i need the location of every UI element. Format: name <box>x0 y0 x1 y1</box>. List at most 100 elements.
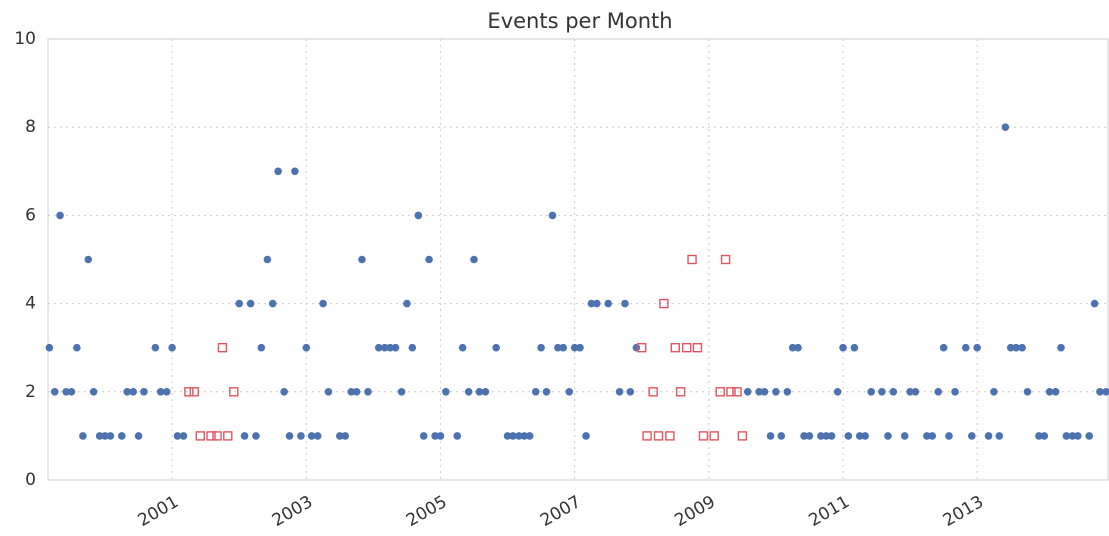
point <box>923 432 931 440</box>
point <box>1068 432 1077 440</box>
point <box>151 343 160 352</box>
point <box>939 343 948 352</box>
point <box>1074 432 1082 440</box>
point <box>84 255 93 264</box>
point <box>755 388 763 396</box>
point <box>156 388 165 396</box>
point <box>777 432 786 440</box>
point <box>520 432 529 440</box>
x-tick-label: 2001 <box>135 492 182 531</box>
point <box>833 388 842 396</box>
point <box>615 388 624 396</box>
point <box>582 432 590 440</box>
plot-frame <box>47 38 1109 481</box>
point <box>822 432 831 440</box>
point <box>173 432 182 440</box>
point <box>285 432 294 440</box>
point <box>117 432 126 440</box>
point <box>391 343 400 352</box>
point <box>223 431 233 441</box>
point <box>1085 432 1094 440</box>
point <box>425 255 433 264</box>
point <box>246 299 255 308</box>
point <box>358 255 366 264</box>
point <box>302 343 311 352</box>
point <box>659 298 669 309</box>
point <box>386 343 394 352</box>
point <box>503 432 512 440</box>
point <box>380 343 389 352</box>
point <box>855 432 864 440</box>
point <box>431 432 439 440</box>
point <box>968 432 976 440</box>
point <box>772 388 780 396</box>
point <box>347 388 356 396</box>
point <box>212 431 222 441</box>
point <box>162 388 171 396</box>
point <box>760 388 769 396</box>
point <box>414 211 423 220</box>
y-tick-label: 2 <box>25 382 36 402</box>
point <box>542 388 551 396</box>
point <box>257 343 266 352</box>
point <box>481 388 490 396</box>
y-tick-label: 6 <box>25 205 36 225</box>
point <box>783 388 792 396</box>
point <box>675 387 686 397</box>
point <box>408 343 417 352</box>
point <box>56 211 64 220</box>
point <box>990 388 998 396</box>
point <box>106 432 115 440</box>
point <box>726 387 736 397</box>
point <box>195 431 205 441</box>
point <box>766 432 775 440</box>
point <box>554 343 562 352</box>
point <box>189 387 199 397</box>
point <box>844 432 853 440</box>
point <box>642 431 652 441</box>
point <box>297 432 305 440</box>
point <box>397 388 406 396</box>
point <box>89 388 98 396</box>
point <box>653 431 664 441</box>
point <box>229 387 239 397</box>
point <box>1006 343 1015 352</box>
point <box>709 431 719 441</box>
point <box>1040 432 1049 440</box>
point <box>737 431 748 441</box>
point <box>134 432 143 440</box>
point <box>867 388 875 396</box>
point <box>525 432 534 440</box>
point <box>648 387 658 397</box>
point <box>1051 388 1060 396</box>
point <box>720 254 731 265</box>
point <box>884 432 892 440</box>
point <box>850 343 859 352</box>
point <box>73 343 81 352</box>
point <box>179 432 188 440</box>
point <box>945 432 953 440</box>
point <box>140 388 148 396</box>
point <box>995 432 1004 440</box>
point <box>537 343 545 352</box>
point <box>403 299 411 308</box>
point <box>280 388 288 396</box>
point <box>1096 388 1104 396</box>
point <box>1062 432 1071 440</box>
y-tick-label: 8 <box>25 117 36 137</box>
point <box>1045 388 1054 396</box>
point <box>374 343 383 352</box>
x-tick-label: 2003 <box>269 492 316 531</box>
point <box>827 432 836 440</box>
point <box>632 343 641 352</box>
point <box>206 431 216 441</box>
point <box>743 388 752 396</box>
point <box>692 343 703 353</box>
point <box>732 387 742 397</box>
point <box>419 432 428 440</box>
point <box>839 343 847 352</box>
point <box>604 299 612 308</box>
point <box>252 432 260 440</box>
point <box>928 432 937 440</box>
point <box>268 299 277 308</box>
